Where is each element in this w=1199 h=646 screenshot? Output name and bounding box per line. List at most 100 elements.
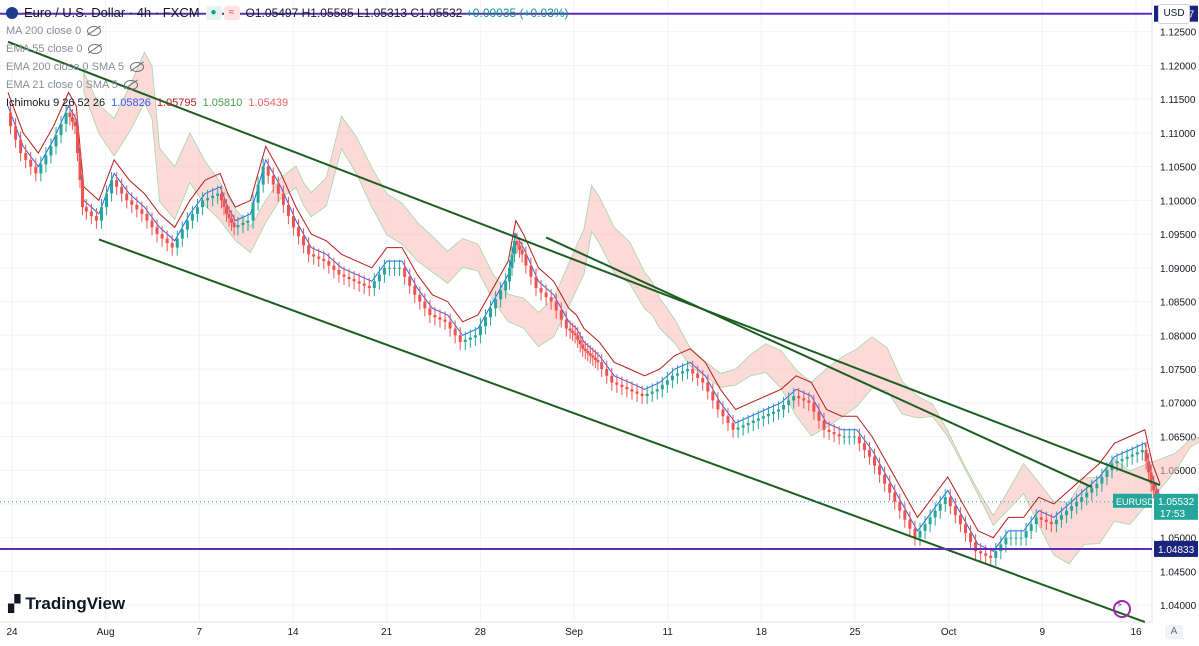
symbol-row[interactable]: Euro / U.S. Dollar · 4h · FXCM ● ≈ O1.05… <box>6 4 569 22</box>
indicator-label: EMA 55 close 0 <box>6 43 83 55</box>
candle-body <box>568 328 572 331</box>
candle-body <box>771 411 775 414</box>
hidden-eye-icon[interactable] <box>123 80 138 90</box>
candle-body <box>261 166 265 185</box>
candle-body <box>125 193 129 201</box>
candle-body <box>211 195 215 199</box>
candle-body <box>1130 454 1134 457</box>
candle-body <box>372 281 376 289</box>
tradingview-logo[interactable]: ▞ TradingView <box>8 594 125 614</box>
candle-body <box>1115 461 1119 464</box>
candle-body <box>731 422 735 430</box>
candle-body <box>78 153 82 181</box>
candle-body <box>246 220 250 223</box>
candle-body <box>312 254 316 257</box>
x-tick-label: Oct <box>941 627 957 638</box>
candle-body <box>665 380 669 385</box>
y-tick-label: 1.12500 <box>1160 28 1197 39</box>
currency-button[interactable]: USD <box>1158 4 1190 24</box>
candle-body <box>706 382 710 392</box>
candle-body <box>1044 519 1048 522</box>
low-value: L1.05313 <box>357 6 408 20</box>
candle-body <box>979 551 983 554</box>
candle-body <box>969 533 973 543</box>
candle-body <box>73 121 77 127</box>
candle-body <box>105 193 109 208</box>
candle-body <box>878 465 882 475</box>
autoscale-button[interactable]: A <box>1165 625 1183 639</box>
candle-body <box>635 391 639 394</box>
candle-body <box>529 265 533 277</box>
candle-body <box>1075 501 1079 507</box>
candle-body <box>155 227 159 235</box>
hidden-eye-icon[interactable] <box>130 62 145 72</box>
candle-body <box>398 267 402 269</box>
candle-body <box>893 492 897 502</box>
candle-body <box>84 207 88 212</box>
replay-icon[interactable] <box>1113 600 1131 618</box>
y-tick-label: 1.12000 <box>1160 61 1197 72</box>
candle-body <box>539 288 543 293</box>
candle-body <box>588 353 592 356</box>
candle-body <box>230 218 234 223</box>
candle-body <box>120 186 124 194</box>
indicator-ichimoku[interactable]: Ichimoku 9 26 52 26 1.05826 1.05795 1.05… <box>6 94 569 112</box>
candle-body <box>948 497 952 507</box>
candle-body <box>507 267 511 282</box>
horizontal-level-label: 1.04833 <box>1158 545 1195 556</box>
candle-body <box>387 267 391 269</box>
market-status-pills[interactable]: ● ≈ <box>205 6 240 20</box>
candle-body <box>342 274 346 277</box>
candle-body <box>802 398 806 401</box>
x-tick-label: 14 <box>287 627 299 638</box>
close-value: C1.05532 <box>410 6 463 20</box>
hidden-eye-icon[interactable] <box>87 26 102 36</box>
candle-body <box>640 393 644 397</box>
x-tick-label: 28 <box>475 627 487 638</box>
candle-body <box>428 308 432 316</box>
candle-body <box>913 528 917 538</box>
candle-body <box>352 279 356 282</box>
candle-body <box>225 207 229 214</box>
candle-body <box>510 254 514 268</box>
ichimoku-kijun-value: 1.05795 <box>156 97 197 109</box>
candle-body <box>34 166 38 174</box>
y-tick-label: 1.08000 <box>1160 331 1197 342</box>
candle-body <box>458 335 462 343</box>
change-value: +0.00035 (+0.03%) <box>465 6 569 20</box>
candle-body <box>1059 515 1063 520</box>
indicator-ma200[interactable]: MA 200 close 0 <box>6 22 569 40</box>
candle-body <box>160 234 164 239</box>
last-price-label: 1.05532 <box>1158 497 1195 508</box>
candle-body <box>847 436 851 438</box>
symbol-title[interactable]: Euro / U.S. Dollar · 4h · FXCM <box>24 5 200 20</box>
ichimoku-tenkan-value: 1.05826 <box>111 97 151 109</box>
y-tick-label: 1.08500 <box>1160 298 1197 309</box>
y-tick-label: 1.06000 <box>1160 466 1197 477</box>
candle-body <box>807 400 811 403</box>
candle-body <box>327 261 331 266</box>
candle-body <box>670 375 674 381</box>
hidden-eye-icon[interactable] <box>88 44 103 54</box>
candle-body <box>337 270 341 275</box>
candle-body <box>256 184 260 203</box>
candle-body <box>150 220 154 228</box>
candle-body <box>276 184 280 194</box>
candle-body <box>473 335 477 338</box>
candle-body <box>317 256 321 259</box>
indicator-ema200[interactable]: EMA 200 close 0 SMA 5 <box>6 58 569 76</box>
candle-body <box>1149 472 1153 484</box>
price-axis <box>1152 0 1199 641</box>
indicator-ema21[interactable]: EMA 21 close 0 SMA 5 <box>6 76 569 94</box>
candle-body <box>974 542 978 552</box>
candle-body <box>605 369 609 376</box>
indicator-ema55[interactable]: EMA 55 close 0 <box>6 40 569 58</box>
candle-body <box>201 200 205 208</box>
candle-body <box>518 245 522 250</box>
candle-body <box>170 243 174 248</box>
candle-body <box>630 389 634 392</box>
candle-body <box>180 229 184 239</box>
y-tick-label: 1.10500 <box>1160 163 1197 174</box>
